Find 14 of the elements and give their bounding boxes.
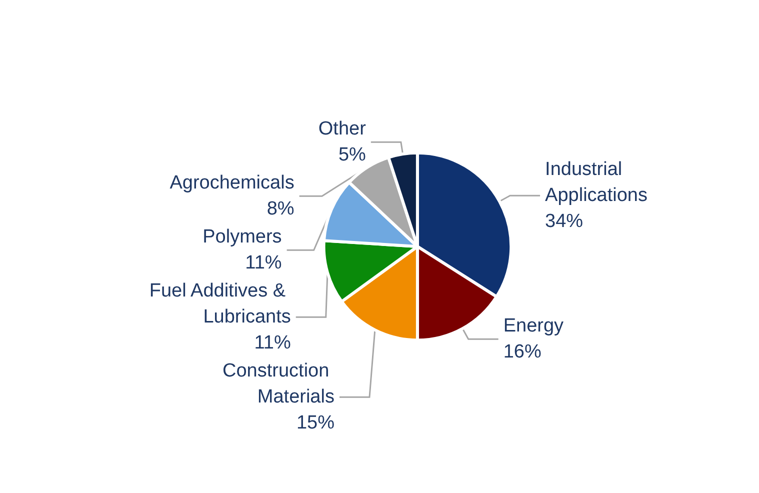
data-label: 34% bbox=[545, 211, 584, 232]
slice-label: Industrial Applications bbox=[545, 159, 648, 206]
data-label: 16% bbox=[503, 342, 542, 363]
data-label: 15% bbox=[296, 412, 335, 434]
slice-label: Polymers bbox=[202, 226, 282, 248]
data-label: 5% bbox=[338, 144, 366, 166]
data-label: 11% bbox=[245, 252, 282, 274]
slice-label: Other bbox=[318, 118, 367, 140]
data-label: 11% bbox=[254, 332, 291, 354]
slice-label: Energy bbox=[503, 316, 564, 337]
slice-label: Agrochemicals bbox=[170, 172, 294, 194]
data-label: 8% bbox=[266, 198, 294, 220]
slice-label: Construction Materials bbox=[222, 360, 334, 408]
slice-label: Fuel Additives & Lubricants bbox=[149, 280, 291, 328]
